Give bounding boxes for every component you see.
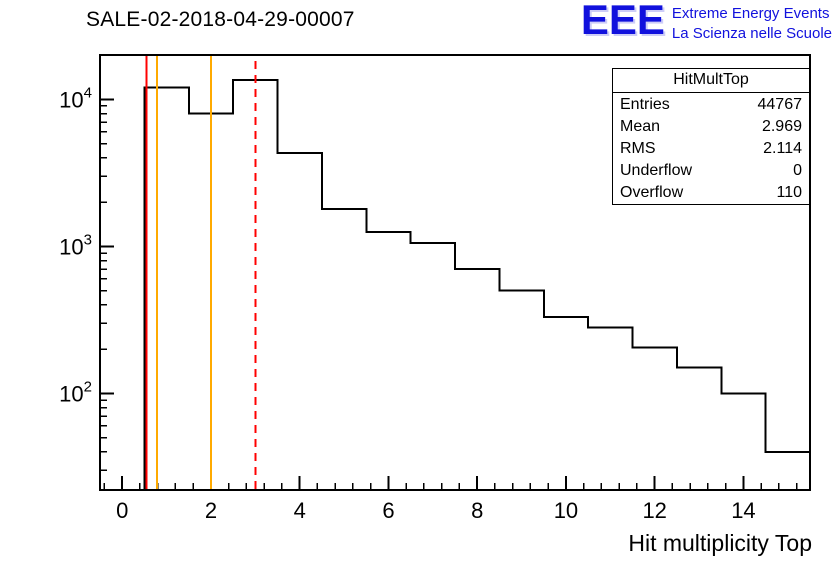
stat-value: 0 (793, 162, 802, 180)
stats-box: HitMultTop Entries 44767 Mean 2.969 RMS … (612, 68, 810, 205)
stat-row-entries: Entries 44767 (613, 93, 809, 115)
histogram-line (100, 79, 811, 491)
x-tick-label: 6 (382, 498, 394, 523)
eee-logo-line1: Extreme Energy Events (671, 5, 830, 22)
plot-title: SALE-02-2018-04-29-00007 (86, 8, 355, 31)
eee-logo-caption: Extreme Energy Events La Scienza nelle S… (672, 2, 832, 43)
plot-frame (99, 54, 811, 491)
y-tick-label: 102 (59, 378, 92, 406)
x-axis-title: Hit multiplicity Top (628, 530, 812, 556)
x-tick-label: 0 (116, 498, 128, 523)
y-tick-label: 104 (59, 84, 92, 112)
eee-logo-acronym: EEE (580, 0, 665, 43)
x-tick-label: 12 (642, 498, 666, 523)
x-tick-label: 10 (554, 498, 578, 523)
stat-label: Entries (620, 95, 670, 113)
x-tick-label: 8 (471, 498, 483, 523)
y-tick-label: 103 (59, 231, 92, 259)
x-tick-label: 14 (731, 498, 755, 523)
stat-value: 110 (776, 184, 802, 202)
stat-row-rms: RMS 2.114 (613, 137, 809, 159)
stat-label: Mean (620, 117, 661, 135)
stat-value: 2.114 (763, 139, 802, 157)
eee-logo: EEE Extreme Energy Events La Scienza nel… (580, 0, 832, 43)
stat-row-overflow: Overflow 110 (613, 182, 809, 204)
stat-label: Underflow (620, 162, 693, 180)
stat-row-mean: Mean 2.969 (613, 115, 809, 137)
stat-label: Overflow (620, 184, 684, 202)
stat-row-underflow: Underflow 0 (613, 160, 809, 182)
stat-value: 2.969 (761, 117, 802, 135)
stats-box-title: HitMultTop (613, 69, 809, 93)
stat-value: 44767 (757, 95, 803, 113)
x-tick-label: 4 (294, 498, 306, 523)
x-tick-label: 2 (205, 498, 217, 523)
stat-label: RMS (620, 139, 656, 157)
eee-logo-line2: La Scienza nelle Scuole (671, 24, 832, 42)
